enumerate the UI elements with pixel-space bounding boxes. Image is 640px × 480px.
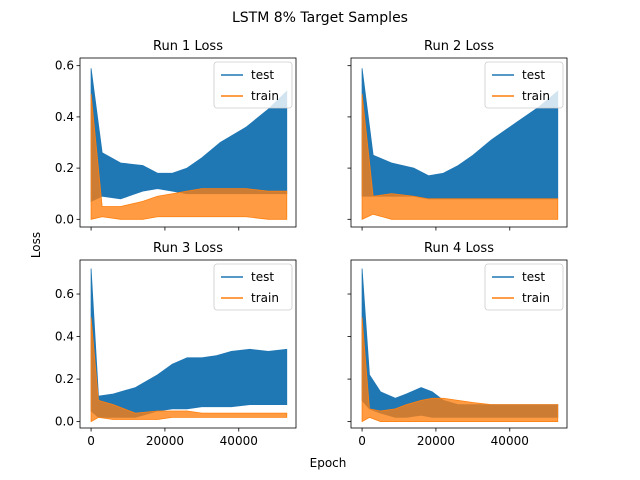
subplot-1: 0.0 0.2 0.4 0.6 Run 1 Loss test train	[55, 39, 297, 231]
x-tick-label: 40000	[491, 434, 529, 448]
subplot-3: 0 20000 40000 0.0 0.2 0.4 0.6 Run 3 Loss test tra…	[55, 241, 297, 448]
legend-label-train: train	[251, 89, 279, 103]
subplot-title: Run 3 Loss	[153, 241, 223, 256]
legend-label-test: test	[522, 68, 545, 82]
y-tick-label: 0.6	[55, 287, 74, 301]
subplot-title: Run 2 Loss	[424, 39, 494, 54]
legend-label-test: test	[251, 68, 274, 82]
legend: test train	[484, 263, 564, 311]
axes-frame	[79, 259, 297, 429]
x-tick-label: 0	[358, 434, 366, 448]
series-train-band	[90, 93, 288, 220]
y-tick-label: 0.0	[55, 415, 74, 429]
axes-frame	[79, 57, 297, 228]
plot-area	[90, 268, 288, 423]
legend: test train	[213, 61, 293, 109]
legend-label-test: test	[522, 270, 545, 284]
x-tick-label: 40000	[220, 434, 258, 448]
legend-label-train: train	[251, 291, 279, 305]
y-tick-label: 0.6	[55, 59, 74, 73]
subplot-4: 0 20000 40000 Run 4 Loss test train	[347, 241, 568, 448]
x-tick-label: 20000	[146, 434, 184, 448]
legend-label-train: train	[522, 89, 550, 103]
figure-ylabel: Loss	[29, 232, 43, 258]
x-tick-label: 0	[87, 434, 95, 448]
legend-label-train: train	[522, 291, 550, 305]
legend: test train	[213, 263, 293, 311]
legend: test train	[484, 61, 564, 109]
figure-xlabel: Epoch	[310, 456, 347, 470]
plot-area	[361, 68, 559, 220]
y-tick-label: 0.4	[55, 110, 74, 124]
series-train-band	[361, 93, 559, 220]
axes-frame	[350, 57, 568, 228]
plot-area	[361, 268, 559, 423]
x-tick-label: 20000	[417, 434, 455, 448]
y-tick-label: 0.2	[55, 372, 74, 386]
y-tick-label: 0.2	[55, 161, 74, 175]
series-train-band	[361, 317, 559, 423]
legend-label-test: test	[251, 270, 274, 284]
axes-frame	[350, 259, 568, 429]
y-tick-label: 0.0	[55, 212, 74, 226]
subplot-title: Run 1 Loss	[153, 39, 223, 54]
y-tick-label: 0.4	[55, 330, 74, 344]
figure-title: LSTM 8% Target Samples	[232, 10, 408, 26]
subplot-title: Run 4 Loss	[424, 241, 494, 256]
subplot-2: Run 2 Loss test train	[347, 39, 568, 231]
plot-area	[90, 68, 288, 220]
series-train-band	[90, 317, 288, 423]
